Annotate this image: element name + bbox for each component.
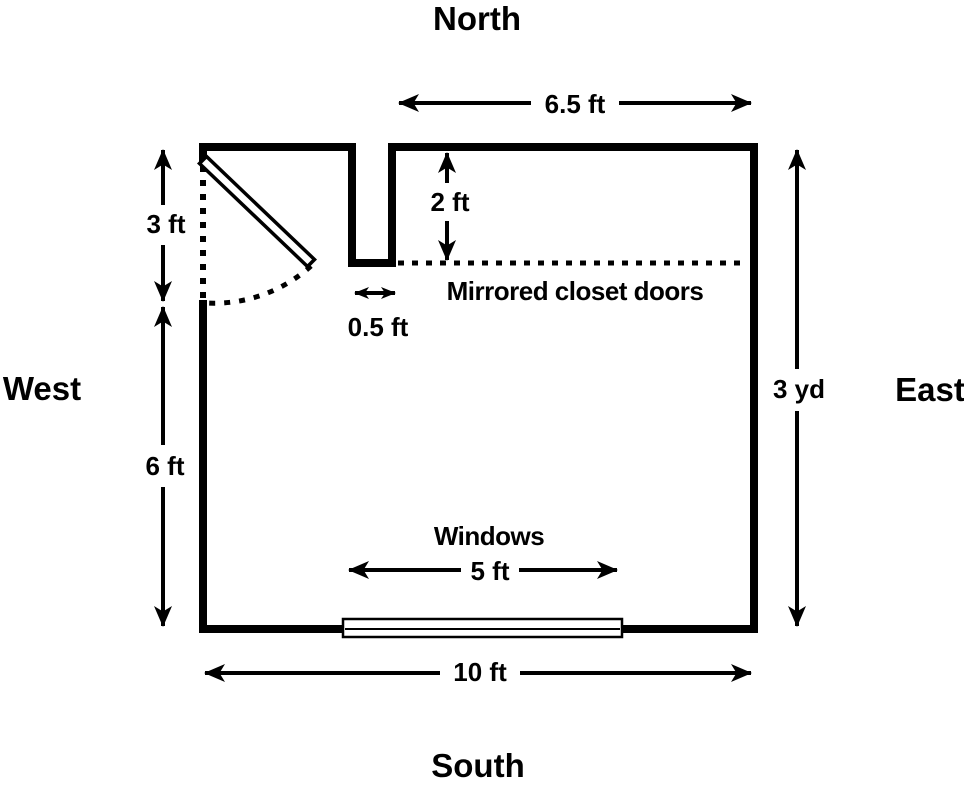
label-mask bbox=[440, 655, 520, 691]
compass-north-label: North bbox=[433, 0, 521, 37]
dimension-label-south-wall: 10 ft bbox=[453, 657, 507, 687]
compass-west-label: West bbox=[3, 370, 81, 407]
dimension-label-west-lower: 6 ft bbox=[146, 451, 185, 481]
windows-label: Windows bbox=[434, 521, 544, 551]
closet-doors-label: Mirrored closet doors bbox=[447, 276, 704, 306]
dimension-label-north-segment: 6.5 ft bbox=[545, 89, 606, 119]
label-mask bbox=[424, 183, 478, 221]
label-mask bbox=[531, 86, 619, 120]
label-mask bbox=[138, 445, 192, 487]
door-leaf bbox=[196, 154, 318, 269]
dimension-label-door-section: 3 ft bbox=[147, 209, 186, 239]
dimension-label-closet-depth: 2 ft bbox=[431, 187, 470, 217]
dimension-label-closet-wall-gap: 0.5 ft bbox=[348, 312, 409, 342]
dimension-label-east-wall: 3 yd bbox=[773, 374, 825, 404]
dimension-label-window-width: 5 ft bbox=[471, 556, 510, 586]
compass-east-label: East bbox=[895, 371, 964, 408]
label-mask bbox=[139, 205, 193, 245]
compass-south-label: South bbox=[431, 747, 524, 784]
label-mask bbox=[770, 369, 828, 411]
door-swing-arc bbox=[205, 264, 313, 306]
label-mask bbox=[461, 553, 519, 589]
